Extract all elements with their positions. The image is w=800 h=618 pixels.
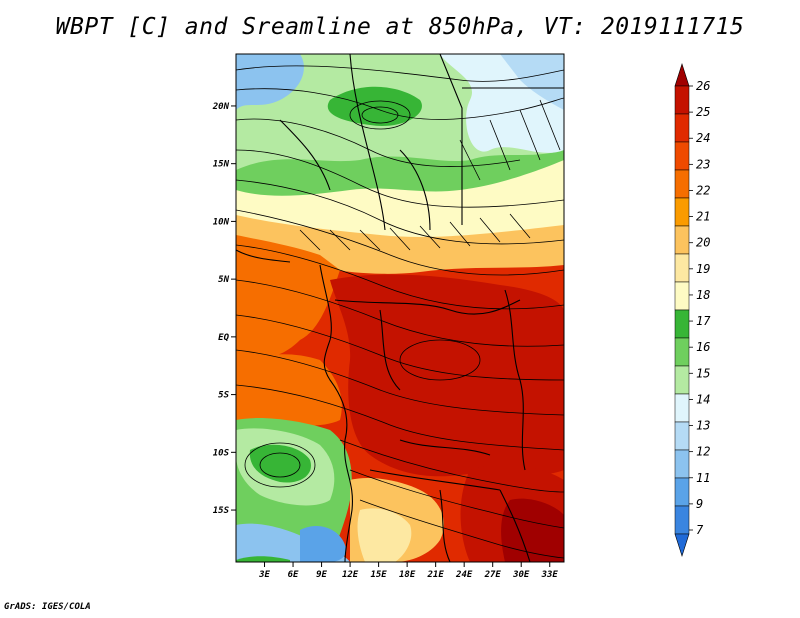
colorbar-swatch <box>674 141 690 171</box>
longitude-axis: 3E 6E 9E 12E 15E 18E 21E 24E 27E 30E 33E <box>258 562 558 580</box>
colorbar-swatch <box>674 421 690 451</box>
lon-tick-label: 9E <box>316 570 327 580</box>
colorbar-swatch <box>674 113 690 143</box>
colorbar-swatch <box>674 393 690 423</box>
map-frame <box>235 53 565 563</box>
colorbar-label: 17 <box>696 314 711 328</box>
lat-tick-label: 5N <box>218 275 229 285</box>
colorbar-swatch <box>674 309 690 339</box>
colorbar-label: 12 <box>696 445 710 459</box>
lon-tick-label: 21E <box>427 570 445 580</box>
colorbar-bottom-arrow <box>674 533 690 557</box>
colorbar-label: 14 <box>696 392 710 406</box>
colorbar-swatch <box>674 337 690 367</box>
colorbar-swatch <box>674 365 690 395</box>
colorbar-swatch <box>674 505 690 535</box>
lon-tick-label: 18E <box>399 570 416 580</box>
colorbar-label: 25 <box>696 105 710 119</box>
colorbar-label: 20 <box>696 236 710 250</box>
colorbar-swatch <box>674 85 690 115</box>
lat-tick-label: EQ <box>218 333 229 343</box>
colorbar-label: 13 <box>696 419 710 433</box>
colorbar-label: 15 <box>696 366 710 380</box>
colorbar-swatch <box>674 253 690 283</box>
lon-tick-label: 27E <box>484 570 502 580</box>
colorbar-swatch <box>674 449 690 479</box>
colorbar-label: 18 <box>696 288 710 302</box>
lon-tick-label: 33E <box>541 570 559 580</box>
lat-tick-label: 20N <box>212 102 230 112</box>
grads-credit: GrADS: IGES/COLA <box>4 602 91 612</box>
latitude-axis: 20N 15N 10N 5N EQ 5S 10S 15S <box>212 102 236 516</box>
lat-tick-label: 15S <box>213 506 230 516</box>
lat-tick-label: 15N <box>213 160 230 170</box>
wbpt-field <box>236 54 564 562</box>
colorbar-label: 9 <box>696 497 703 511</box>
map-title: WBPT [C] and Sreamline at 850hPa, VT: 20… <box>55 14 745 40</box>
colorbar-label: 16 <box>696 340 710 354</box>
colorbar-swatch <box>674 225 690 255</box>
colorbar-label: 24 <box>696 131 710 145</box>
colorbar-label: 21 <box>696 210 710 224</box>
lon-tick-label: 3E <box>258 570 270 580</box>
colorbar-swatch <box>674 197 690 227</box>
colorbar-swatch <box>674 477 690 507</box>
lat-tick-label: 10S <box>213 448 230 458</box>
lon-tick-label: 12E <box>342 570 359 580</box>
colorbar-top-arrow <box>674 63 690 87</box>
colorbar: 26 25 24 23 22 21 20 19 18 17 16 15 14 13 12 11 9 7 <box>674 63 711 557</box>
lon-tick-label: 24E <box>455 570 473 580</box>
lon-tick-label: 30E <box>512 570 530 580</box>
colorbar-swatch <box>674 281 690 311</box>
country-borders <box>236 54 564 562</box>
colorbar-label: 19 <box>696 262 710 276</box>
lon-tick-label: 6E <box>288 570 299 580</box>
colorbar-label: 11 <box>696 471 710 485</box>
colorbar-swatch <box>674 169 690 199</box>
lat-tick-label: 10N <box>213 217 230 227</box>
lon-tick-label: 15E <box>370 570 387 580</box>
colorbar-label: 26 <box>696 79 710 93</box>
colorbar-label: 23 <box>696 157 710 171</box>
colorbar-label: 22 <box>696 183 710 197</box>
colorbar-label: 7 <box>696 523 704 537</box>
lat-tick-label: 5S <box>218 391 229 401</box>
